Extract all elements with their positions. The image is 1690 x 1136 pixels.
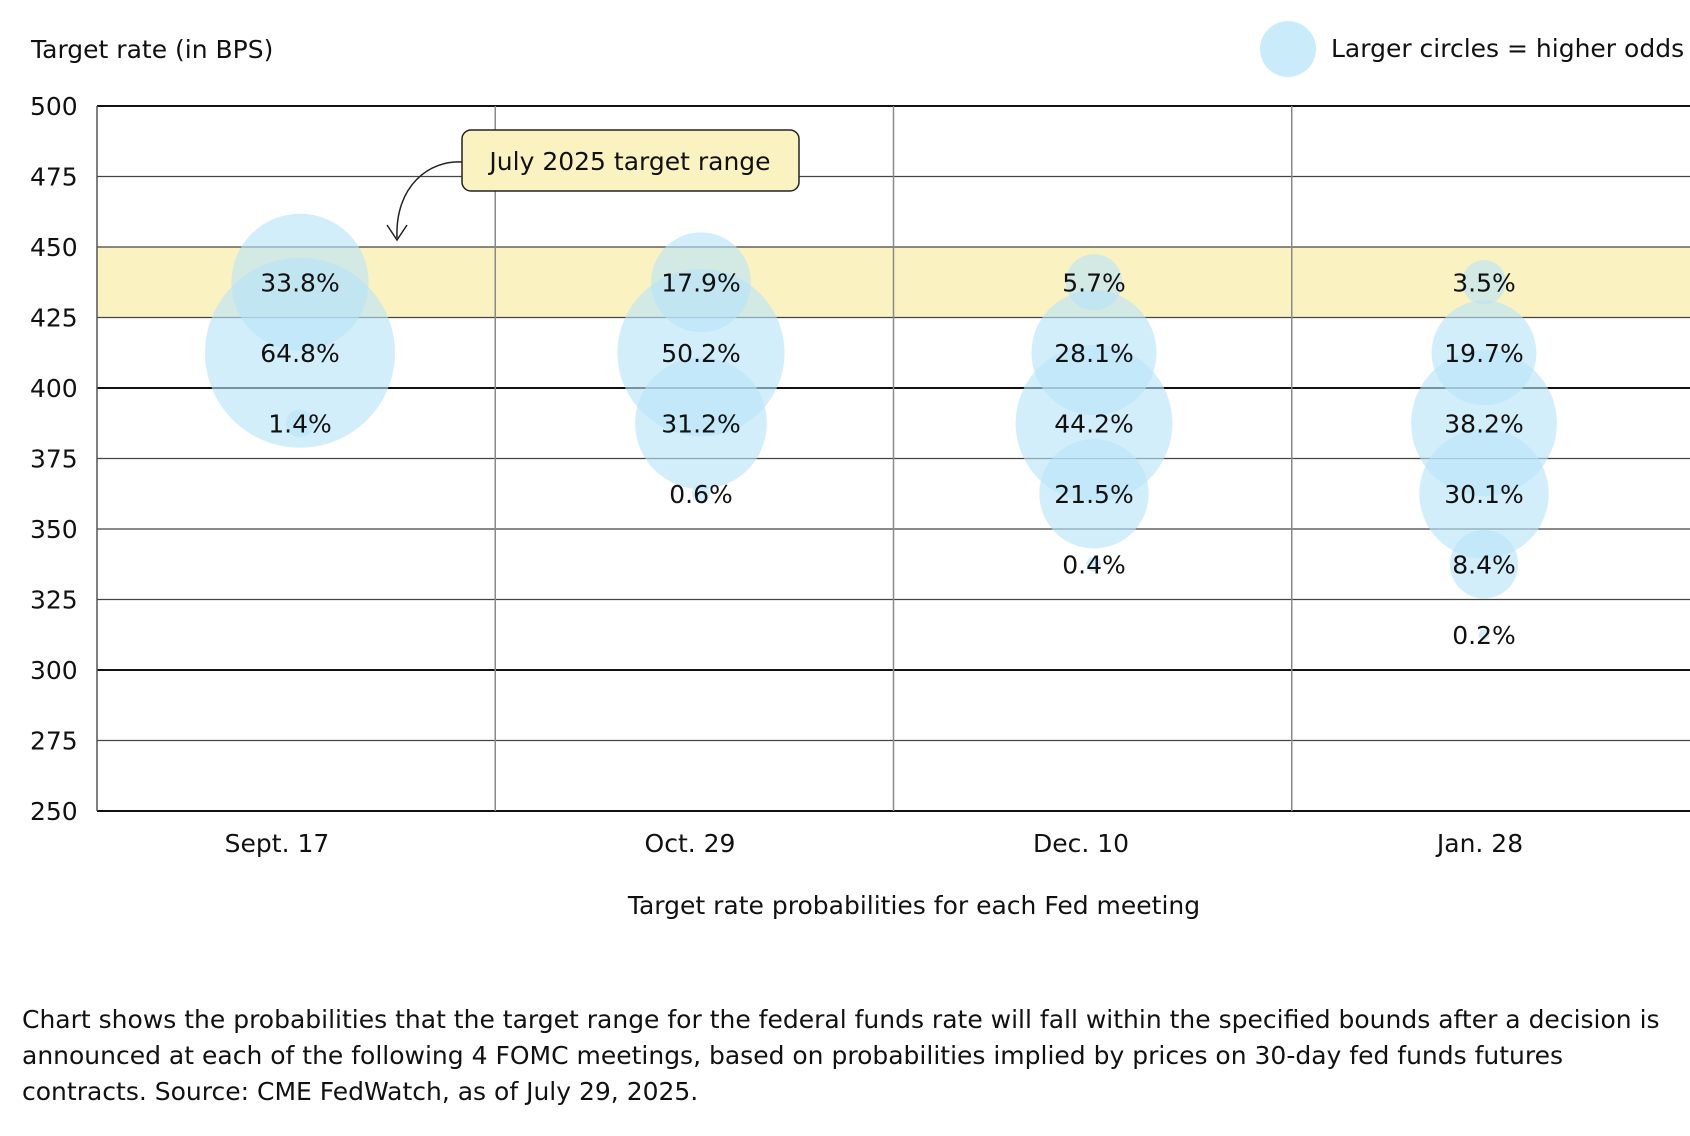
probability-bubble <box>691 484 711 503</box>
probability-bubble <box>635 357 767 490</box>
callout-arrowhead <box>386 224 408 242</box>
bubble-label: 31.2% <box>661 409 740 438</box>
probability-bubble <box>1419 429 1549 559</box>
bubble-label: 1.4% <box>268 409 332 438</box>
y-tick-label: 250 <box>30 797 78 826</box>
y-tick-label: 450 <box>30 233 78 262</box>
y-tick-label: 475 <box>30 163 78 192</box>
x-axis-title: Target rate probabilities for each Fed m… <box>627 891 1200 920</box>
y-tick-label: 500 <box>30 92 78 121</box>
probability-bubble <box>1039 439 1149 549</box>
bubble-label: 28.1% <box>1054 339 1133 368</box>
y-tick-label: 350 <box>30 515 78 544</box>
callout-box <box>461 129 800 192</box>
legend-label: Larger circles = higher odds <box>1331 34 1684 63</box>
bubble-label: 19.7% <box>1444 339 1523 368</box>
probability-bubble <box>286 409 314 438</box>
legend-swatch <box>1260 21 1316 77</box>
bubble-label: 0.6% <box>669 480 733 509</box>
chart-footnote: Chart shows the probabilities that the t… <box>22 1005 1660 1106</box>
bubble-label: 50.2% <box>661 339 740 368</box>
y-tick-label: 300 <box>30 656 78 685</box>
bubble-label: 17.9% <box>661 268 740 297</box>
y-tick-label: 375 <box>30 445 78 474</box>
y-tick-label: 425 <box>30 304 78 333</box>
x-tick-label: Oct. 29 <box>645 829 736 858</box>
x-tick-label: Dec. 10 <box>1033 829 1129 858</box>
bubble-label: 21.5% <box>1054 480 1133 509</box>
probability-bubble <box>205 257 395 448</box>
probability-bubble <box>1461 260 1507 305</box>
bubble-label: 8.4% <box>1452 550 1516 579</box>
probability-bubble <box>1086 556 1102 572</box>
bubble-label: 0.2% <box>1452 621 1516 650</box>
y-tick-label: 400 <box>30 374 78 403</box>
y-tick-label: 325 <box>30 586 78 615</box>
bubble-label: 33.8% <box>260 268 339 297</box>
callout-label: July 2025 target range <box>487 147 770 176</box>
y-tick-label: 275 <box>30 727 78 756</box>
probability-bubble <box>1449 530 1519 599</box>
y-axis-title: Target rate (in BPS) <box>30 35 273 64</box>
x-tick-label: Jan. 28 <box>1435 829 1523 858</box>
bubble-label: 0.4% <box>1062 550 1126 579</box>
x-tick-label: Sept. 17 <box>225 829 330 858</box>
bubble-label: 5.7% <box>1062 268 1126 297</box>
probability-bubble <box>1478 629 1490 641</box>
callout-arrow <box>396 161 463 239</box>
bubble-label: 44.2% <box>1054 409 1133 438</box>
bubble-label: 64.8% <box>260 339 339 368</box>
bubble-label: 3.5% <box>1452 268 1516 297</box>
bubble-label: 38.2% <box>1444 409 1523 438</box>
bubble-label: 30.1% <box>1444 480 1523 509</box>
